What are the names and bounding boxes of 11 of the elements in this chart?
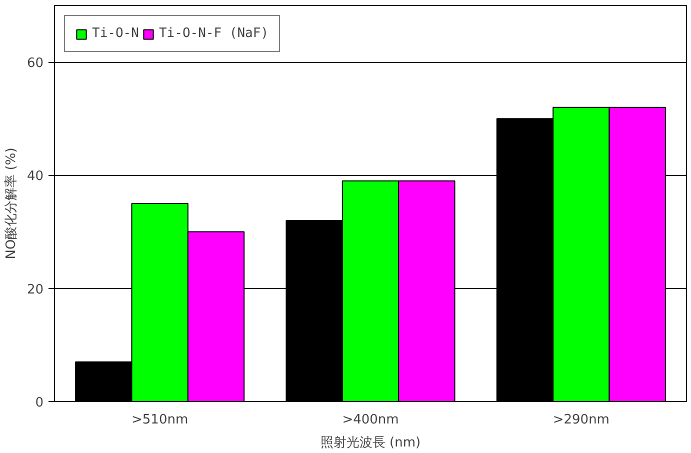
x-axis-title: 照射光波長 (nm) [320,436,421,450]
y-tick-label: 20 [26,282,44,298]
y-tick-label: 40 [26,169,44,184]
x-tick-label: >290nm [552,412,610,428]
x-tick-label: >400nm [342,412,399,428]
legend-label: Ti-O-N [92,26,139,41]
y-axis-title: NO酸化分解率 (%) [2,148,19,260]
y-tick-label: 60 [26,56,44,72]
legend-label: Ti-O-N-F (NaF) [158,26,269,41]
x-tick-label: >510nm [132,412,188,428]
y-tick-label: 0 [35,396,44,410]
